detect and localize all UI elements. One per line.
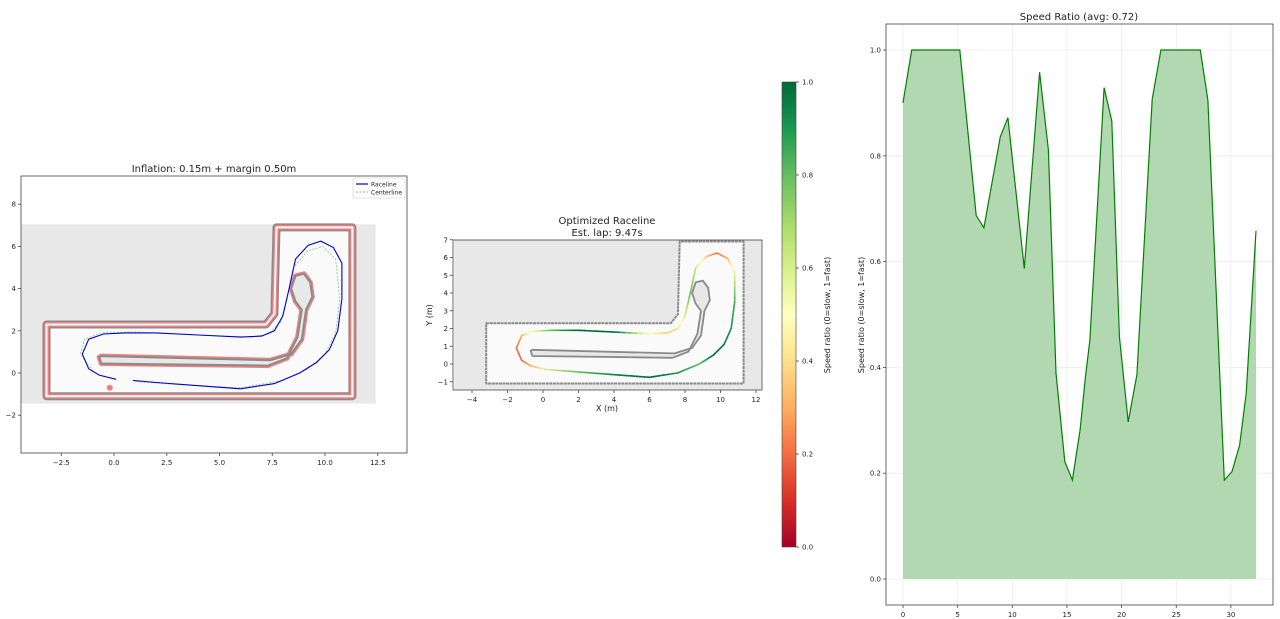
y-tick-label: 1 [444,343,448,351]
y-tick-label: 0.0 [870,576,881,584]
x-tick-label: 15 [1062,611,1071,619]
x-tick-label: −2 [502,396,512,404]
y-tick-label: 5 [444,272,448,280]
outer-inner-edge [45,226,354,398]
colorbar-tick-label: 0.0 [802,544,813,552]
speed-ratio-y-label: Speed ratio (0=slow, 1=fast) [857,257,866,373]
y-tick-label: 0.6 [870,258,882,266]
speed-ratio-area [902,49,1257,579]
x-tick-label: 2.5 [161,459,172,467]
legend-box [352,177,406,199]
x-tick-label: 5 [955,611,959,619]
x-tick-label: 0 [541,396,545,404]
y-tick-label: 0.2 [870,470,881,478]
speed-ratio-line [902,49,1257,483]
mid-axes-frame [452,239,763,391]
raceline-title: Optimized Raceline [559,216,656,227]
x-tick-label: −4 [467,396,478,404]
colorbar-label: Speed ratio (0=slow, 1=fast) [823,257,832,373]
optimized-raceline-panel: Optimized Raceline Est. lap: 9.47s −4 −2 0… [425,216,763,413]
x-tick-label: 0.0 [108,459,119,467]
speed-colored-raceline [515,252,736,379]
x-axis-label: X (m) [596,404,618,413]
y-tick-label: 4 [12,285,17,293]
x-tick-label: 8 [683,396,687,404]
y-tick-label: 2 [12,327,16,335]
inflation-map-panel: Inflation: 0.15m + margin 0.50m −2.5 0.0 2… [6,164,408,467]
y-tick-label: 2 [444,325,448,333]
y-tick-label: −2 [6,412,16,420]
inner-wall [529,279,711,359]
legend-centerline-label: Centerline [371,190,402,197]
legend: Raceline Centerline [352,177,406,199]
colorbar-gradient [781,81,797,548]
y-tick-label: 0.8 [870,152,881,160]
speed-ratio-panel: Speed Ratio (avg: 0.72) 0 5 10 15 20 25 300.00… [857,12,1274,619]
legend-raceline-label: Raceline [371,182,397,189]
x-tick-label: 25 [1172,611,1181,619]
y-tick-label: −1 [438,378,448,386]
colorbar-tick-label: 1.0 [802,79,813,87]
x-tick-label: 5.0 [214,459,225,467]
x-tick-label: 10.0 [317,459,333,467]
left-axes-frame [20,175,408,454]
y-tick-label: 3 [444,307,448,315]
y-tick-label: 0 [444,361,448,369]
inner-wall [98,272,314,367]
raceline [81,240,343,390]
colorbar-tick-label: 0.8 [802,172,813,180]
colorbar-tick-label: 0.2 [802,451,813,459]
y-tick-label: 0.4 [870,364,882,372]
left-lines [79,240,343,391]
x-tick-label: 10 [1008,611,1017,619]
lap-time-subtitle: Est. lap: 9.47s [571,228,642,239]
colorbar-ticks: 0.0 0.2 0.4 0.6 0.8 1.0 [796,79,814,552]
right-axes-frame [885,23,1274,606]
colorbar-tick-label: 0.4 [802,358,814,366]
x-tick-label: −2.5 [53,459,70,467]
centerline [79,245,341,389]
occupancy-map [454,240,762,390]
x-tick-label: 10 [716,396,725,404]
colorbar-tick-label: 0.6 [802,265,814,273]
y-tick-label: 4 [444,290,449,298]
x-tick-label: 6 [647,396,652,404]
speed-ratio-title: Speed Ratio (avg: 0.72) [1020,12,1138,23]
outer-wall [485,240,745,385]
x-tick-label: 12 [752,396,761,404]
x-tick-label: 30 [1226,611,1235,619]
y-tick-label: 6 [444,254,449,262]
x-tick-label: 12.5 [370,459,386,467]
right-ticks: 0 5 10 15 20 25 30 0.0 0.2 0.4 0.6 0.8 1.0 [870,47,1236,619]
left-ticks: −2.5 0.0 2.5 5.0 7.5 10.0 12.5 −2 0 2 4 6 8 [6,201,386,467]
x-tick-label: 2 [576,396,580,404]
y-tick-label: 1.0 [870,47,881,55]
y-tick-label: 7 [444,236,448,244]
occupancy-map [21,223,376,404]
y-tick-label: 0 [12,370,16,378]
x-tick-label: 0 [901,611,905,619]
inflation-title: Inflation: 0.15m + margin 0.50m [132,164,297,175]
x-tick-label: 4 [612,396,617,404]
speed-ratio-fill [903,50,1256,579]
colorbar: 0.0 0.2 0.4 0.6 0.8 1.0 Speed ratio (0=slow, … [781,79,832,552]
y-tick-label: 8 [12,201,16,209]
start-marker [106,384,113,391]
x-tick-label: 20 [1117,611,1126,619]
y-tick-label: 6 [12,243,17,251]
x-tick-label: 7.5 [267,459,278,467]
y-axis-label: Y (m) [425,304,434,326]
